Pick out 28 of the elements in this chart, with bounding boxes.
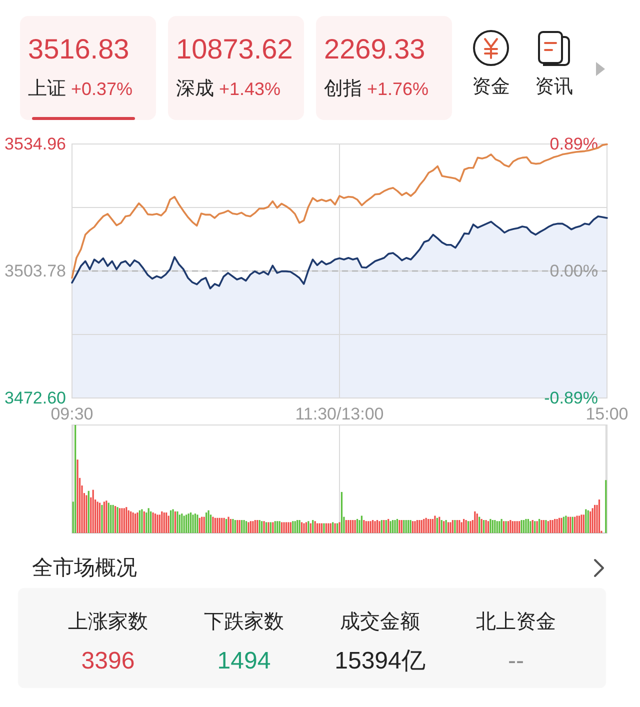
data-label: 1494 <box>217 648 271 674</box>
data-label: +1.76% <box>367 79 429 99</box>
data-label: +1.43% <box>219 79 281 99</box>
category-label: 下跌家数 <box>204 611 284 633</box>
category-label: 创指 <box>324 78 362 100</box>
data-label: 3396 <box>81 648 135 674</box>
category-label: 上证 <box>28 78 66 100</box>
data-label: +0.37% <box>71 79 133 99</box>
text: 全市场概况 <box>32 556 137 580</box>
y2-tick-label: 0.89% <box>550 134 598 154</box>
x-tick-label: 11:30/13:00 <box>295 404 384 424</box>
x-tick-label: 09:30 <box>50 404 94 424</box>
text: 资讯 <box>535 76 573 98</box>
category-label: 深成 <box>176 78 214 100</box>
data-label: -- <box>508 648 524 674</box>
text: 资金 <box>472 76 510 98</box>
data-label: 2269.33 <box>324 34 426 64</box>
data-label: 3516.83 <box>28 34 130 64</box>
category-label: 成交金额 <box>340 611 420 633</box>
category-label: 上涨家数 <box>68 611 148 633</box>
y2-tick-label: -0.89% <box>544 388 598 408</box>
y-tick-label: 3534.96 <box>4 134 66 154</box>
y-tick-label: 3503.78 <box>4 262 66 280</box>
data-label: 15394亿 <box>334 648 426 674</box>
category-label: 北上资金 <box>476 611 556 633</box>
data-label: 10873.62 <box>176 34 293 64</box>
x-tick-label: 15:00 <box>586 404 628 424</box>
y-tick-label: 3472.60 <box>4 388 66 408</box>
